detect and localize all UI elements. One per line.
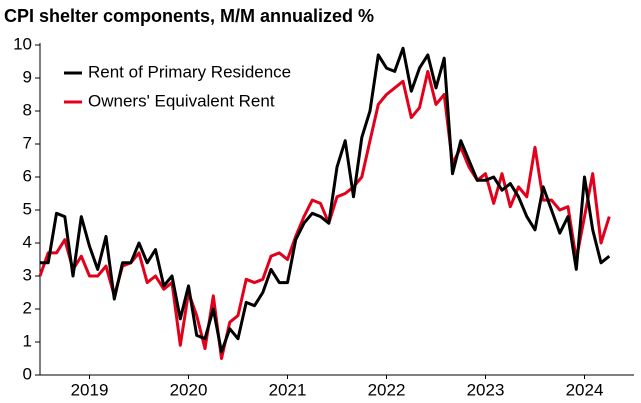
x-tick-label: 2021: [269, 380, 307, 399]
x-tick-label: 2020: [170, 380, 208, 399]
y-tick-label: 10: [13, 34, 32, 53]
y-tick-label: 1: [23, 331, 32, 350]
x-tick-label: 2024: [566, 380, 604, 399]
y-tick-label: 8: [23, 100, 32, 119]
legend-label: Owners' Equivalent Rent: [88, 91, 275, 110]
x-tick-label: 2022: [368, 380, 406, 399]
y-tick-label: 3: [23, 265, 32, 284]
y-tick-label: 9: [23, 67, 32, 86]
x-tick-label: 2023: [467, 380, 505, 399]
x-tick-label: 2019: [71, 380, 109, 399]
y-tick-label: 2: [23, 298, 32, 317]
y-tick-label: 7: [23, 133, 32, 152]
y-tick-label: 4: [23, 232, 32, 251]
y-tick-label: 5: [23, 199, 32, 218]
chart-title: CPI shelter components, M/M annualized %: [4, 6, 374, 26]
y-tick-label: 6: [23, 166, 32, 185]
legend-label: Rent of Primary Residence: [88, 62, 291, 81]
series-line: [38, 69, 611, 360]
y-tick-label: 0: [23, 364, 32, 383]
series-line: [40, 46, 611, 354]
